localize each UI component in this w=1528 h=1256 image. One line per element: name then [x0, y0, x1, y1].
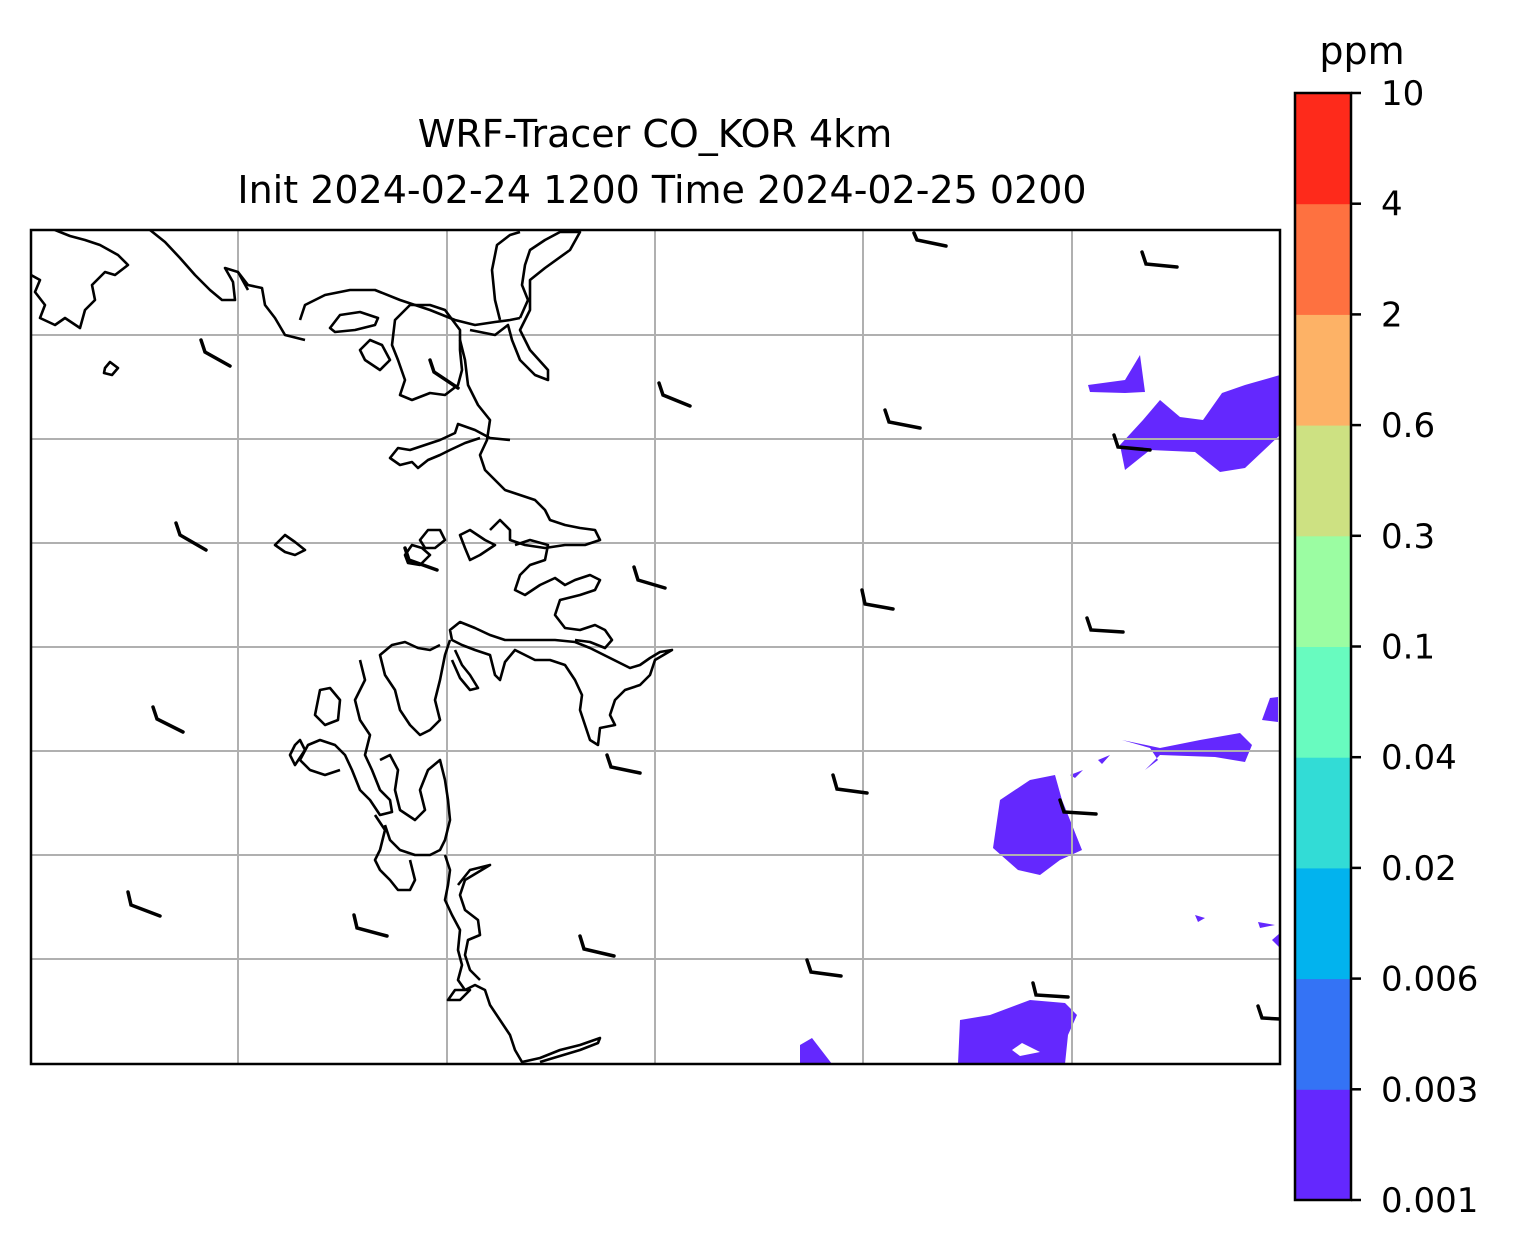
wind-barb [1140, 250, 1179, 269]
colorbar-tick-label: 4 [1381, 185, 1403, 225]
wind-barb [632, 565, 667, 590]
wind-barb [1112, 433, 1152, 452]
coastline-south [443, 854, 602, 1064]
colorbar-band [1295, 757, 1351, 869]
wind-barb [428, 358, 460, 390]
coastline-bay-north [358, 338, 392, 372]
field-hole [1012, 1043, 1040, 1056]
colorbar-bands [1295, 93, 1351, 1201]
field-patch-south [958, 1000, 1077, 1064]
field-patch-small-5 [1098, 755, 1110, 764]
wind-barb [1031, 981, 1070, 999]
field-patch-small-3 [1272, 933, 1280, 948]
map-frame [29, 228, 1282, 1066]
colorbar-band [1295, 203, 1351, 315]
wind-barb [578, 934, 616, 958]
wind-barb [805, 958, 843, 978]
coastline-river-arm [469, 230, 582, 382]
coastline-bay-inner [388, 422, 511, 470]
field-patch-small-2 [1258, 922, 1275, 928]
colorbar-band [1295, 425, 1351, 537]
field-patch-small-1 [1195, 915, 1205, 922]
wind-barb [174, 521, 208, 552]
colorbar-tick-label: 0.04 [1381, 738, 1457, 778]
field-patch-ne [1088, 355, 1145, 393]
wind-barb [912, 231, 948, 248]
coastline-north-west [31, 230, 130, 330]
chart-title-line1: WRF-Tracer CO_KOR 4km [418, 112, 892, 156]
wind-barb [352, 913, 389, 938]
colorbar-band [1295, 93, 1351, 205]
wind-barb [657, 381, 692, 408]
colorbar-band [1295, 978, 1351, 1090]
colorbar-band [1295, 867, 1351, 980]
chart-title-line2: Init 2024-02-24 1200 Time 2024-02-25 020… [237, 168, 1086, 212]
wind-barb [1256, 1004, 1280, 1021]
wind-barb [403, 546, 439, 572]
coastline-islands-central [403, 528, 614, 650]
gridlines [31, 230, 1280, 1064]
colorbar-ticks: 0.001 0.003 0.006 0.02 0.04 0.1 0.3 0.6 2 4 10 [1351, 74, 1478, 1221]
coastline-southwest [373, 753, 452, 892]
map-panel [29, 228, 1282, 1066]
colorbar: ppm 0.001 0.003 0.006 0.02 0.04 0.1 0.3 0.6 2 4 10 [1293, 29, 1478, 1221]
coastline-west-archipelago [288, 659, 394, 817]
colorbar-tick-label: 0.1 [1381, 628, 1435, 668]
colorbar-band [1295, 535, 1351, 647]
coastline-island-west [273, 533, 307, 557]
colorbar-tick-label: 0.001 [1381, 1181, 1478, 1221]
wind-barb [1085, 616, 1125, 634]
field-patch-east-edge [1262, 697, 1278, 722]
colorbar-band [1295, 314, 1351, 426]
colorbar-tick-label: 2 [1381, 295, 1403, 335]
wind-barb [831, 773, 869, 795]
coastline-peninsula-mid [448, 620, 674, 747]
colorbar-unit-label: ppm [1319, 29, 1404, 73]
colorbar-tick-label: 0.3 [1381, 517, 1435, 557]
colorbar-tick-label: 0.02 [1381, 849, 1457, 889]
colorbar-tick-label: 0.006 [1381, 960, 1478, 1000]
wind-barbs [126, 231, 1280, 1021]
coastlines [31, 230, 674, 1064]
wind-barb [1058, 798, 1098, 816]
colorbar-band [1295, 1089, 1351, 1201]
colorbar-band [1295, 646, 1351, 758]
coastline-north-mid [149, 230, 306, 342]
coastline-main-east [458, 339, 602, 550]
wind-barb [605, 753, 642, 775]
field-patch-small-4 [1070, 770, 1083, 778]
wind-barb [151, 705, 185, 734]
wind-barb [860, 588, 895, 611]
field-patch-south-west [800, 1038, 832, 1064]
colorbar-tick-label: 0.6 [1381, 406, 1435, 446]
wind-barb [883, 408, 922, 430]
coastline-central-north [390, 303, 464, 402]
colorbar-tick-label: 0.003 [1381, 1070, 1478, 1110]
wind-barb [199, 338, 232, 368]
field-patch-east [1120, 375, 1280, 472]
coastline-peninsula-west [378, 639, 480, 737]
colorbar-tick-label: 10 [1381, 74, 1424, 114]
coastline-islet-1 [102, 360, 120, 377]
wind-barb [126, 890, 162, 918]
